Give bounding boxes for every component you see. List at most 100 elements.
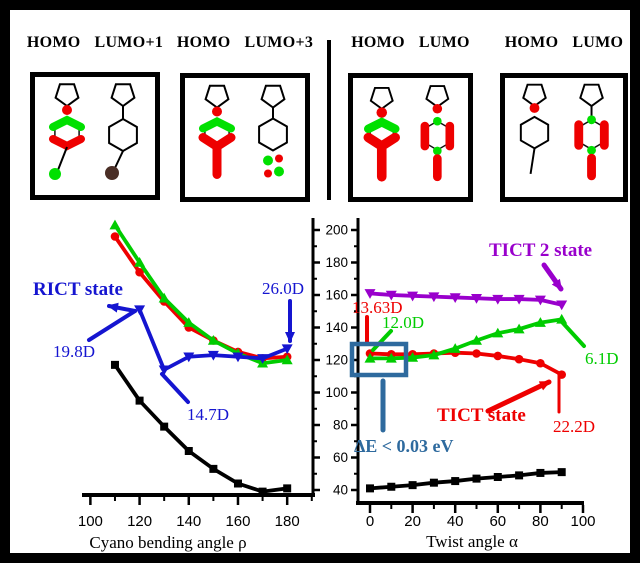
annotation-pointer (107, 302, 137, 313)
x-axis-title: Cyano bending angle ρ (89, 533, 246, 552)
marker-triangle-down (257, 354, 269, 364)
orbital-box-4 (500, 73, 628, 202)
molecule-homo (519, 83, 550, 175)
molecule-lumo1 (105, 83, 138, 180)
molecule-lumo (574, 83, 609, 181)
x-axis-title: Twist angle α (426, 532, 518, 551)
y-tick-label: 100 (325, 385, 348, 400)
x-tick-label: 140 (176, 513, 201, 530)
orbital-panel-label-3: HOMO LUMO (346, 34, 475, 52)
bond (529, 148, 536, 175)
d12-0-label: 12.0D (382, 313, 424, 332)
marker-triangle-up (407, 352, 419, 362)
annotation-pointer (560, 320, 586, 348)
marker-square (233, 479, 242, 488)
d26-0-label: 26.0D (262, 279, 304, 298)
bond (57, 146, 68, 171)
orbital-lobe-red (62, 105, 72, 115)
orbital-box-1 (30, 72, 160, 200)
orbital-box-3 (348, 73, 473, 202)
orbital-lobe-brown (105, 166, 119, 180)
marker-triangle-down (134, 305, 146, 316)
x-tick-label: 100 (78, 513, 103, 530)
hexagon-ring (108, 117, 138, 153)
d22-2-label: 22.2D (553, 417, 595, 436)
pentagon-ring (54, 83, 80, 108)
marker-triangle-up (158, 292, 170, 303)
orbital-lobe-green (433, 146, 442, 156)
pentagon-ring (204, 84, 230, 109)
series-blue-RICT-state (134, 305, 293, 376)
pentagon-ring (369, 86, 394, 110)
annotation-pointer (160, 372, 190, 404)
marker-circle (135, 267, 144, 277)
orbital-lobe-red (49, 135, 85, 151)
marker-triangle-down (492, 294, 504, 305)
molecule-homo (198, 84, 236, 179)
homo-label: HOMO (351, 34, 405, 51)
homo-label: HOMO (26, 34, 81, 51)
orbital-panel-label-4: HOMO LUMO (498, 34, 630, 52)
molecule-homo (363, 86, 400, 182)
annotation-pointer (371, 329, 393, 352)
d14-7-label: 14.7D (187, 405, 229, 424)
marker-square (451, 477, 460, 486)
marker-triangle-up (492, 327, 504, 338)
marker-square (110, 360, 119, 369)
marker-triangle-up (534, 317, 546, 327)
x-tick-label: 0 (366, 513, 374, 530)
series-purple-TICT2-state (364, 289, 568, 311)
series-line (113, 362, 290, 494)
x-tick-label: 20 (404, 513, 421, 530)
x-tick-label: 60 (489, 513, 506, 530)
marker-square (135, 396, 144, 405)
orbital-lobe-red (529, 103, 540, 113)
marker-circle (110, 232, 120, 241)
pentagon-ring (260, 84, 286, 109)
series-green-state (364, 313, 568, 363)
d13-63-label: 13.63D (352, 298, 403, 317)
orbital-box-2 (180, 73, 310, 202)
orbital-diagram-homo-lumo-b (519, 83, 609, 181)
marker-triangle-down (385, 290, 397, 301)
marker-triangle-up (385, 352, 397, 363)
pentagon-ring (579, 83, 604, 108)
lumo-label: LUMO (418, 34, 470, 51)
marker-triangle-up (183, 317, 195, 327)
marker-triangle-up (109, 219, 121, 230)
tict2-state-label: TICT 2 state (489, 240, 592, 261)
marker-square (408, 481, 417, 490)
series-line (368, 470, 564, 491)
orbital-lobe-red-bars (574, 120, 609, 150)
orbital-diagram-homo-lumo3 (198, 84, 288, 179)
orbital-panel-label-2: HOMO LUMO+3 (177, 34, 313, 52)
marker-triangle-up (428, 349, 440, 360)
hexagon-ring (519, 115, 550, 150)
delta-e-highlight-box (349, 341, 409, 378)
y-tick-label: 60 (333, 450, 348, 465)
annotation-pointer (87, 309, 137, 342)
marker-triangle-up (449, 343, 461, 353)
y-tick-label: 120 (325, 353, 348, 368)
y-tick-label: 200 (325, 223, 348, 238)
bond (113, 150, 124, 171)
energy-charts: 100 120 140 160 180406080100120140160180200C… (33, 218, 619, 552)
orbital-lobe-red (275, 154, 283, 163)
orbital-lobe-red (264, 169, 272, 178)
marker-triangle-down (183, 352, 195, 363)
d19-8-label: 19.8D (53, 342, 95, 361)
orbital-lobe-red-bars (420, 121, 455, 151)
marker-triangle-down (281, 344, 293, 355)
orbital-lobe-red-y (198, 133, 236, 179)
marker-square (184, 447, 193, 455)
rict-state-label: RICT state (33, 279, 123, 300)
orbital-lobe-green (433, 116, 442, 126)
left-chart: 100 120 140 160 180 40 60 80 100 120 140 160 180 200 C… (78, 218, 348, 552)
marker-square (160, 422, 169, 431)
orbital-lobe-green (587, 115, 596, 125)
x-tick-label: 100 (570, 513, 595, 530)
marker-square (258, 487, 267, 496)
orbital-lobe-red (432, 103, 443, 114)
y-tick-label: 180 (325, 255, 348, 270)
x-tick-label: 120 (127, 513, 152, 530)
